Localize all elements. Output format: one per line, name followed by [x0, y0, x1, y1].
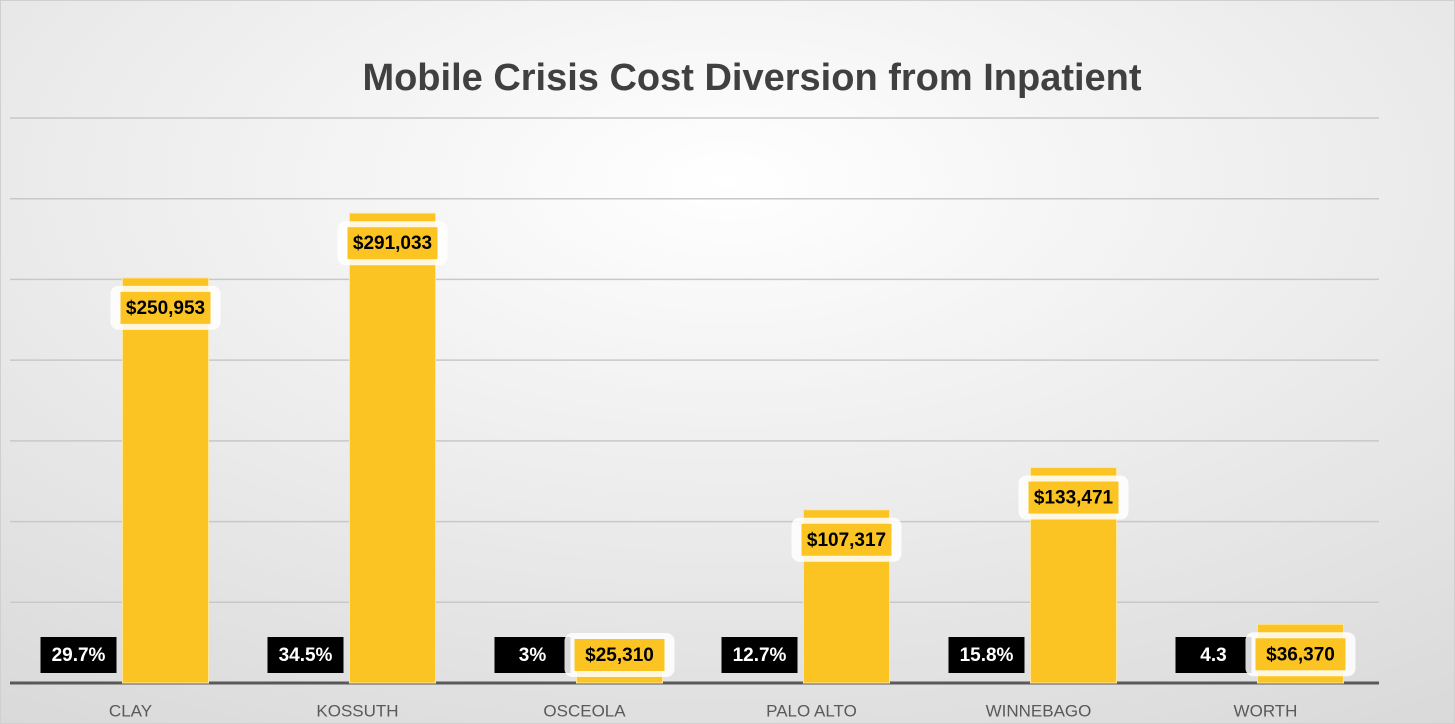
- cost-bar: [122, 277, 209, 684]
- percent-label-box: [267, 637, 344, 673]
- cost-label-box: [1255, 638, 1346, 671]
- percent-label-box: [1175, 637, 1252, 673]
- percent-label: 15.8%: [960, 645, 1014, 666]
- x-tick-label: WORTH: [1234, 701, 1298, 720]
- chart-title: Mobile Crisis Cost Diversion from Inpati…: [362, 57, 1141, 99]
- percent-label-box: [948, 637, 1025, 673]
- cost-label-box: [574, 639, 665, 671]
- x-tick-label: KOSSUTH: [316, 701, 398, 720]
- percent-label-box: [721, 637, 798, 673]
- cost-label-box: [801, 523, 892, 556]
- x-tick-label: CLAY: [109, 701, 152, 720]
- cost-label-box: [347, 227, 438, 260]
- percent-label: 34.5%: [279, 645, 333, 666]
- percent-label: 4.3: [1200, 645, 1226, 666]
- cost-label: $36,370: [1266, 644, 1335, 665]
- percent-label: 12.7%: [733, 645, 787, 666]
- x-tick-label: PALO ALTO: [766, 701, 857, 720]
- percent-label: 29.7%: [52, 645, 106, 666]
- cost-label-box: [1028, 481, 1119, 514]
- cost-label-box: [120, 291, 211, 324]
- cost-bar: [349, 212, 436, 684]
- cost-label: $25,310: [585, 645, 654, 666]
- percent-label: 3%: [519, 645, 547, 666]
- cost-label: $107,317: [807, 530, 886, 551]
- cost-label: $291,033: [353, 233, 432, 254]
- cost-label: $133,471: [1034, 488, 1114, 509]
- percent-label-box: [40, 637, 117, 673]
- cost-label: $250,953: [126, 298, 205, 319]
- x-tick-label: WINNEBAGO: [986, 701, 1092, 720]
- percent-label-box: [494, 637, 571, 673]
- x-tick-label: OSCEOLA: [543, 701, 626, 720]
